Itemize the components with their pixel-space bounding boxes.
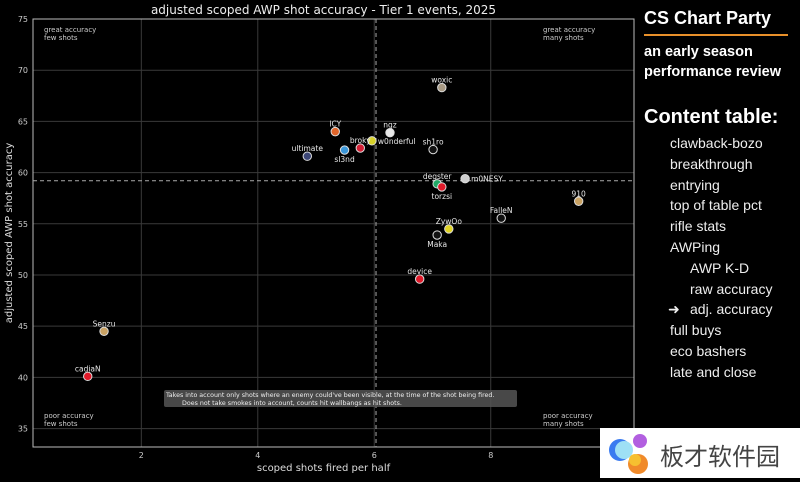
data-point	[432, 230, 442, 240]
data-point	[444, 224, 454, 234]
y-tick-label: 55	[18, 220, 28, 229]
x-tick-label: 8	[488, 451, 493, 460]
data-point-label: 910	[572, 189, 587, 198]
data-point-label: cadiaN	[75, 364, 101, 373]
toc-item: entrying	[670, 176, 720, 193]
data-point-label: Maka	[427, 240, 447, 249]
data-point-label: w0nderful	[378, 137, 416, 146]
y-tick-label: 50	[18, 271, 28, 280]
data-point	[460, 174, 470, 184]
toc-item: top of table pct	[670, 197, 762, 214]
data-point-label: woxic	[431, 76, 452, 85]
quadrant-label: great accuracy	[543, 26, 595, 34]
y-tick-label: 70	[18, 66, 28, 75]
subtitle: an early season performance review	[644, 42, 781, 82]
quadrant-label: many shots	[543, 34, 584, 42]
toc-item: rifle stats	[670, 218, 727, 235]
x-axis-label: scoped shots fired per half	[257, 463, 391, 474]
note-box	[164, 390, 517, 407]
data-point	[437, 82, 447, 93]
y-axis-label: adjusted scoped AWP shot accuracy	[4, 143, 15, 324]
data-point-label: FalleN	[490, 206, 513, 215]
data-point	[339, 145, 350, 155]
data-point	[496, 213, 506, 223]
data-point-label: ultimate	[292, 144, 324, 153]
data-point	[367, 136, 377, 146]
subtitle-line: an early season	[644, 44, 753, 60]
data-point-label: nqz	[383, 121, 397, 130]
quadrant-label: many shots	[543, 420, 584, 428]
data-point	[330, 126, 340, 137]
data-point-label: sl3nd	[334, 155, 355, 164]
note-text: Takes into account only shots where an e…	[165, 392, 494, 399]
toc-subitem: AWP K-D	[690, 259, 750, 276]
data-point	[99, 326, 109, 336]
chart-title: adjusted scoped AWP shot accuracy - Tier…	[151, 3, 496, 17]
quadrant-label: poor accuracy	[543, 412, 593, 420]
x-tick-label: 4	[255, 451, 260, 460]
data-point-label: ZywOo	[436, 217, 463, 226]
data-point	[83, 371, 93, 382]
data-point-label: sh1ro	[423, 138, 444, 147]
plot-frame	[32, 18, 635, 448]
data-point-label: Senzu	[93, 319, 116, 328]
data-point-label: device	[407, 267, 432, 276]
subtitle-line: performance review	[644, 64, 782, 80]
data-point-label: ICY	[329, 120, 341, 129]
watermark-logo-icon	[609, 434, 648, 474]
data-point	[414, 274, 425, 284]
toc-item: AWPing	[670, 238, 721, 255]
note-text: Does not take smokes into account, count…	[182, 400, 402, 407]
toc-subitem: raw accuracy	[690, 280, 773, 297]
data-point	[428, 144, 438, 155]
data-point	[302, 151, 312, 161]
quadrant-label: poor accuracy	[44, 412, 94, 420]
arrow-right-icon: ➜	[668, 301, 680, 318]
data-point	[573, 196, 584, 206]
y-tick-label: 45	[18, 322, 28, 331]
toc-current-item: ➜ adj. accuracy	[668, 299, 773, 320]
toc-item: late and close	[670, 363, 757, 380]
x-tick-label: 6	[372, 451, 377, 460]
toc-heading: Content table:	[644, 106, 779, 128]
quadrant-label: great accuracy	[44, 26, 96, 34]
quadrant-label: few shots	[44, 34, 78, 42]
scatter-chart: 2 4 6 8 35 40 45 50 55 60 65 70 75 adjusted scoped AW…	[4, 3, 635, 474]
watermark: 板才软件园	[600, 428, 800, 478]
data-point-label: m0NESY	[471, 175, 503, 184]
data-point-label: torzsi	[432, 192, 453, 201]
data-point	[385, 127, 395, 138]
toc-list: clawback-bozo breakthrough entrying top …	[668, 133, 773, 383]
toc-item: eco bashers	[670, 342, 747, 359]
data-point	[437, 182, 447, 192]
y-tick-label: 75	[18, 15, 28, 24]
data-point	[355, 143, 365, 153]
data-point-label: degster	[423, 172, 453, 181]
watermark-text: 板才软件园	[660, 443, 780, 471]
toc-item: full buys	[670, 322, 722, 339]
brand-title: CS Chart Party	[644, 8, 772, 28]
y-tick-label: 60	[18, 169, 28, 178]
toc-item: breakthrough	[670, 155, 753, 172]
brand-underline	[644, 34, 788, 36]
toc-current-label: adj. accuracy	[690, 301, 773, 318]
x-tick-label: 2	[139, 451, 144, 460]
toc-item: clawback-bozo	[670, 135, 763, 151]
quadrant-label: few shots	[44, 420, 78, 428]
y-tick-label: 65	[18, 117, 28, 126]
y-tick-label: 40	[18, 373, 28, 382]
data-point-label: broky	[350, 136, 371, 145]
y-tick-label: 35	[18, 425, 28, 434]
